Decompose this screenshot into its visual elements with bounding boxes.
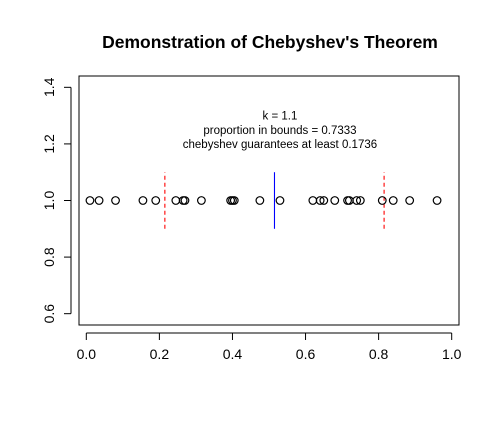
data-point <box>355 196 365 205</box>
data-point <box>432 196 442 205</box>
data-point <box>180 196 190 205</box>
data-point <box>377 196 387 205</box>
annotation-line: proportion in bounds = 0.7333 <box>203 125 356 137</box>
plot-frame <box>78 75 460 326</box>
x-tick-label: 0.4 <box>223 346 243 362</box>
data-point <box>94 196 104 205</box>
data-points <box>85 196 442 205</box>
data-point <box>171 196 181 205</box>
y-tick-label: 1.0 <box>41 191 57 211</box>
data-point <box>275 196 285 205</box>
x-tick-label: 1.0 <box>442 346 462 362</box>
data-point <box>308 196 318 205</box>
data-point <box>405 196 415 205</box>
data-point <box>85 196 95 205</box>
y-tick-label: 0.8 <box>41 247 57 267</box>
y-tick-label: 0.6 <box>41 304 57 324</box>
x-axis: 0.0 0.2 0.4 0.6 0.8 1.0 <box>77 332 462 362</box>
x-tick-label: 0.0 <box>77 346 97 362</box>
bound-lines <box>164 172 385 229</box>
data-point <box>352 196 362 205</box>
data-point <box>330 196 340 205</box>
chart-title: Demonstration of Chebyshev's Theorem <box>102 32 438 52</box>
data-point <box>319 196 329 205</box>
x-tick-label: 0.8 <box>369 346 389 362</box>
data-point <box>111 196 120 205</box>
data-point <box>197 196 206 205</box>
data-point <box>151 196 161 205</box>
data-point <box>388 196 398 205</box>
y-tick-label: 1.4 <box>41 77 57 97</box>
annotation-line: chebyshev guarantees at least 0.1736 <box>183 139 377 151</box>
data-point <box>255 196 265 205</box>
data-point <box>315 196 325 205</box>
data-point <box>138 196 148 205</box>
y-axis: 0.6 0.8 1.0 1.2 1.4 <box>41 77 72 324</box>
data-point <box>229 196 239 205</box>
x-tick-label: 0.6 <box>296 346 316 362</box>
annotation-block: k = 1.1 proportion in bounds = 0.7333 cheb… <box>183 111 377 151</box>
y-tick-label: 1.2 <box>41 134 57 154</box>
annotation-line: k = 1.1 <box>263 111 298 123</box>
x-tick-label: 0.2 <box>150 346 170 362</box>
